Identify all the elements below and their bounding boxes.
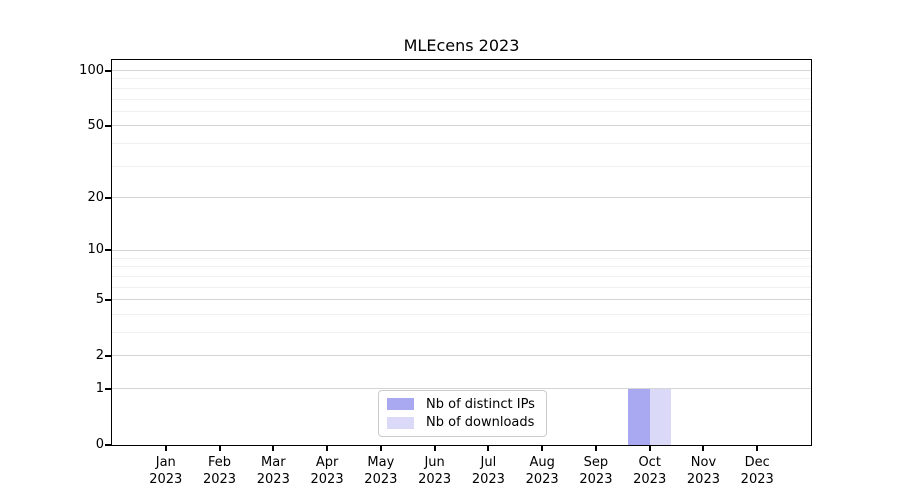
y-tick-label-10: 10 (87, 242, 104, 258)
gridline-minor-3 (112, 332, 811, 334)
x-tick-mar-2023 (272, 446, 275, 451)
gridline-major-1 (112, 388, 811, 390)
gridline-major-20 (112, 197, 811, 199)
legend-item: Nb of downloads (387, 415, 538, 430)
gridline-minor-8 (112, 266, 811, 268)
x-tick-label-nov-2023: Nov 2023 (686, 455, 720, 487)
x-tick-aug-2023 (541, 446, 544, 451)
gridline-major-2 (112, 355, 811, 357)
x-tick-nov-2023 (702, 446, 705, 451)
plot-area (111, 59, 812, 446)
gridlines-layer (112, 60, 811, 445)
gridline-minor-30 (112, 165, 811, 167)
x-tick-may-2023 (379, 446, 382, 451)
gridline-minor-60 (112, 110, 811, 112)
legend-swatch-downloads (387, 416, 414, 429)
y-tick-label-1: 1 (95, 380, 104, 396)
bars-layer (112, 60, 811, 445)
x-tick-label-feb-2023: Feb 2023 (202, 455, 237, 487)
x-tick-label-sep-2023: Sep 2023 (579, 455, 613, 487)
x-tick-label-jun-2023: Jun 2023 (418, 455, 452, 487)
y-tick-label-5: 5 (95, 291, 104, 307)
x-tick-label-mar-2023: Mar 2023 (256, 455, 290, 487)
x-tick-label-apr-2023: Apr 2023 (310, 455, 344, 487)
y-tick-label-20: 20 (87, 189, 104, 205)
gridline-major-5 (112, 299, 811, 301)
gridline-minor-6 (112, 286, 811, 288)
bar-nb-of-downloads-oct-2023 (649, 388, 672, 445)
gridline-minor-7 (112, 275, 811, 277)
bar-nb-of-distinct-ips-oct-2023 (628, 388, 650, 445)
gridline-major-100 (112, 70, 811, 72)
legend-item: Nb of distinct IPs (387, 397, 538, 412)
x-tick-label-jan-2023: Jan 2023 (149, 455, 183, 487)
gridline-major-10 (112, 249, 811, 251)
x-tick-label-may-2023: May 2023 (364, 455, 398, 487)
x-tick-jun-2023 (433, 446, 436, 451)
gridline-minor-70 (112, 98, 811, 100)
gridline-minor-9 (112, 257, 811, 259)
x-tick-label-aug-2023: Aug 2023 (525, 455, 559, 487)
gridline-minor-40 (112, 143, 811, 145)
x-tick-dec-2023 (756, 446, 759, 451)
x-tick-sep-2023 (594, 446, 597, 451)
x-tick-oct-2023 (648, 446, 651, 451)
gridline-minor-4 (112, 313, 811, 315)
x-tick-label-dec-2023: Dec 2023 (740, 455, 774, 487)
x-tick-jan-2023 (164, 446, 167, 451)
legend-label-downloads: Nb of downloads (426, 415, 535, 431)
y-tick-label-2: 2 (95, 347, 104, 363)
x-tick-apr-2023 (326, 446, 329, 451)
x-tick-label-jul-2023: Jul 2023 (471, 455, 505, 487)
legend-swatch-distinct-ips (387, 398, 414, 411)
x-tick-jul-2023 (487, 446, 490, 451)
legend-label-distinct-ips: Nb of distinct IPs (426, 396, 535, 412)
gridline-minor-90 (112, 78, 811, 80)
y-tick-label-0: 0 (95, 437, 104, 452)
x-tick-feb-2023 (218, 446, 221, 451)
legend: Nb of distinct IPs Nb of downloads (378, 390, 547, 437)
y-tick-label-100: 100 (79, 62, 104, 78)
gridline-minor-80 (112, 87, 811, 89)
chart-title: MLEcens 2023 (403, 36, 520, 55)
gridline-major-50 (112, 125, 811, 127)
y-tick-label-50: 50 (87, 117, 104, 133)
x-tick-label-oct-2023: Oct 2023 (633, 455, 667, 487)
